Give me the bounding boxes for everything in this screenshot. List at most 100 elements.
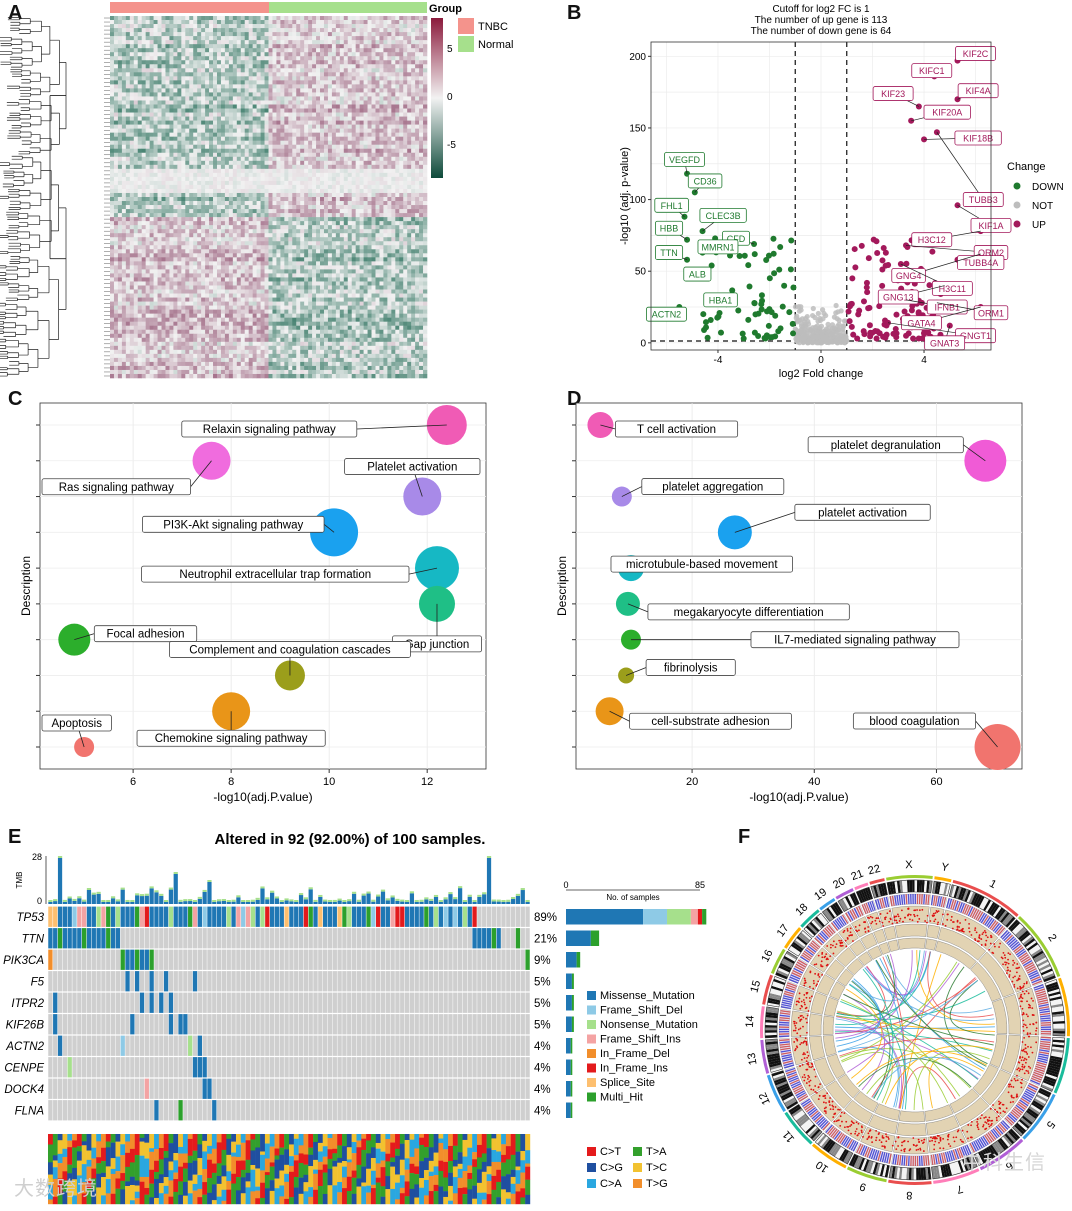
heatmap-cell [407, 40, 411, 44]
heatmap-cell [391, 133, 395, 137]
heatmap-cell [411, 76, 415, 80]
heatmap-cell [201, 36, 205, 40]
heatmap-cell [189, 205, 193, 209]
heatmap-cell [304, 197, 308, 201]
heatmap-cell [395, 133, 399, 137]
heatmap-cell [300, 76, 304, 80]
heatmap-cell [284, 137, 288, 141]
heatmap-cell [138, 233, 142, 237]
heatmap-cell [181, 76, 185, 80]
heatmap-cell [332, 100, 336, 104]
heatmap-cell [284, 193, 288, 197]
heatmap-cell [253, 177, 257, 181]
heatmap-cell [292, 145, 296, 149]
heatmap-cell [265, 229, 269, 233]
heatmap-cell [185, 117, 189, 121]
heatmap-cell [201, 205, 205, 209]
heatmap-cell [308, 217, 312, 221]
heatmap-cell [146, 52, 150, 56]
heatmap-cell [360, 141, 364, 145]
heatmap-cell [265, 20, 269, 24]
heatmap-cell [423, 48, 427, 52]
heatmap-cell [368, 129, 372, 133]
heatmap-cell [356, 225, 360, 229]
heatmap-cell [403, 88, 407, 92]
heatmap-cell [364, 229, 368, 233]
heatmap-cell [415, 205, 419, 209]
heatmap-cell [217, 161, 221, 165]
heatmap-cell [181, 60, 185, 64]
heatmap-cell [177, 104, 181, 108]
heatmap-cell [193, 233, 197, 237]
heatmap-cell [352, 113, 356, 117]
heatmap-cell [368, 133, 372, 137]
heatmap-cell [265, 221, 269, 225]
heatmap-cell [154, 44, 158, 48]
heatmap-cell [276, 221, 280, 225]
heatmap-cell [217, 56, 221, 60]
heatmap-cell [387, 100, 391, 104]
heatmap-cell [193, 129, 197, 133]
heatmap-cell [150, 16, 154, 20]
heatmap-cell [292, 149, 296, 153]
heatmap-cell [316, 16, 320, 20]
heatmap-cell [383, 193, 387, 197]
heatmap-cell [257, 40, 261, 44]
heatmap-cell [364, 145, 368, 149]
heatmap-cell [356, 88, 360, 92]
heatmap-cell [272, 56, 276, 60]
heatmap-cell [407, 32, 411, 36]
heatmap-cell [201, 125, 205, 129]
heatmap-cell [276, 117, 280, 121]
heatmap-cell [173, 233, 177, 237]
heatmap-cell [399, 60, 403, 64]
heatmap-cell [364, 165, 368, 169]
heatmap-cell [158, 68, 162, 72]
heatmap-cell [368, 32, 372, 36]
heatmap-cell [415, 197, 419, 201]
heatmap-cell [181, 173, 185, 177]
heatmap-cell [332, 249, 336, 253]
heatmap-cell [364, 177, 368, 181]
heatmap-cell [316, 237, 320, 241]
heatmap-cell [372, 169, 376, 173]
heatmap-cell [177, 84, 181, 88]
heatmap-cell [201, 113, 205, 117]
heatmap-cell [284, 233, 288, 237]
heatmap-cell [114, 44, 118, 48]
heatmap-cell [126, 125, 130, 129]
heatmap-cell [181, 64, 185, 68]
heatmap-cell [130, 40, 134, 44]
heatmap-cell [308, 169, 312, 173]
heatmap-cell [415, 177, 419, 181]
heatmap-cell [312, 133, 316, 137]
heatmap-cell [348, 36, 352, 40]
dendrogram-branch [51, 113, 59, 144]
heatmap-cell [185, 121, 189, 125]
heatmap-cell [332, 177, 336, 181]
heatmap-cell [114, 177, 118, 181]
heatmap-cell [126, 193, 130, 197]
heatmap-cell [249, 60, 253, 64]
heatmap-cell [344, 88, 348, 92]
heatmap-cell [276, 60, 280, 64]
heatmap-cell [352, 48, 356, 52]
heatmap-cell [395, 213, 399, 217]
heatmap-cell [237, 169, 241, 173]
heatmap-cell [348, 88, 352, 92]
heatmap-cell [201, 145, 205, 149]
heatmap-cell [122, 72, 126, 76]
heatmap-cell [356, 193, 360, 197]
heatmap-cell [173, 221, 177, 225]
heatmap-cell [352, 141, 356, 145]
heatmap-cell [213, 48, 217, 52]
heatmap-cell [177, 32, 181, 36]
heatmap-cell [189, 213, 193, 217]
heatmap-cell [142, 40, 146, 44]
heatmap-cell [356, 32, 360, 36]
heatmap-cell [189, 16, 193, 20]
heatmap-cell [415, 157, 419, 161]
heatmap-cell [399, 249, 403, 253]
heatmap-cell [328, 157, 332, 161]
heatmap-cell [138, 100, 142, 104]
